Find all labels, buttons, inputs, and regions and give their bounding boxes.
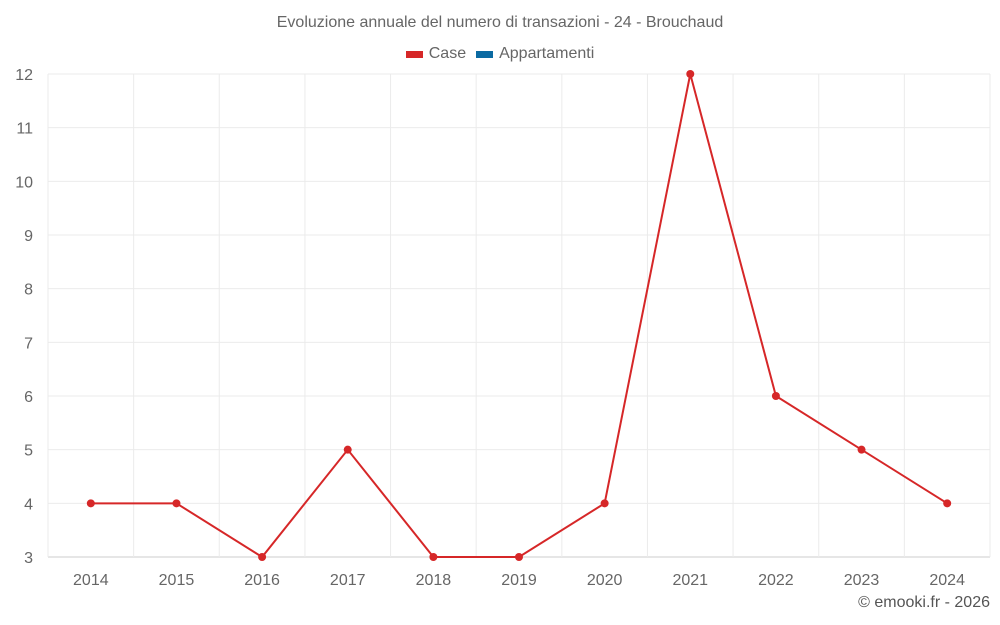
y-tick-label: 9 — [24, 228, 33, 245]
data-point — [515, 553, 523, 561]
x-tick-label: 2015 — [159, 572, 195, 589]
x-tick-label: 2024 — [929, 572, 965, 589]
y-tick-label: 11 — [16, 121, 33, 138]
chart-title: Evoluzione annuale del numero di transaz… — [276, 14, 724, 31]
data-point — [86, 499, 95, 508]
data-point — [600, 499, 609, 508]
y-tick-label: 8 — [24, 282, 33, 299]
y-tick-label: 5 — [24, 443, 33, 460]
data-point — [429, 553, 438, 561]
legend: Case Appartamenti — [0, 45, 1000, 63]
x-tick-label: 2016 — [244, 572, 280, 589]
x-tick-label: 2020 — [587, 572, 623, 589]
data-point — [686, 70, 695, 78]
data-point — [943, 499, 952, 508]
x-tick-label: 2019 — [501, 572, 537, 589]
data-point — [857, 445, 866, 454]
legend-swatch-appartamenti — [476, 50, 494, 58]
y-tick-label: 6 — [24, 389, 33, 406]
data-point — [343, 445, 352, 454]
legend-label-appartamenti: Appartamenti — [499, 45, 595, 62]
data-point — [771, 392, 780, 400]
data-point — [258, 553, 267, 561]
y-tick-label: 3 — [24, 550, 33, 567]
x-tick-label: 2022 — [758, 572, 794, 589]
x-tick-label: 2023 — [844, 572, 880, 589]
x-tick-label: 2017 — [330, 572, 366, 589]
y-tick-label: 10 — [15, 174, 33, 191]
x-tick-label: 2021 — [672, 572, 708, 589]
data-point — [172, 499, 181, 508]
y-tick-label: 4 — [24, 496, 33, 513]
x-tick-label: 2014 — [73, 572, 109, 589]
legend-label-case: Case — [428, 45, 467, 62]
x-tick-label: 2018 — [416, 572, 452, 589]
y-tick-label: 12 — [15, 67, 33, 84]
copyright-footer: © emooki.fr - 2026 — [858, 594, 990, 611]
y-tick-label: 7 — [24, 335, 33, 352]
legend-item-appartamenti[interactable]: Appartamenti — [476, 45, 594, 63]
legend-item-case[interactable]: Case — [405, 45, 467, 63]
legend-swatch-case — [405, 50, 423, 58]
